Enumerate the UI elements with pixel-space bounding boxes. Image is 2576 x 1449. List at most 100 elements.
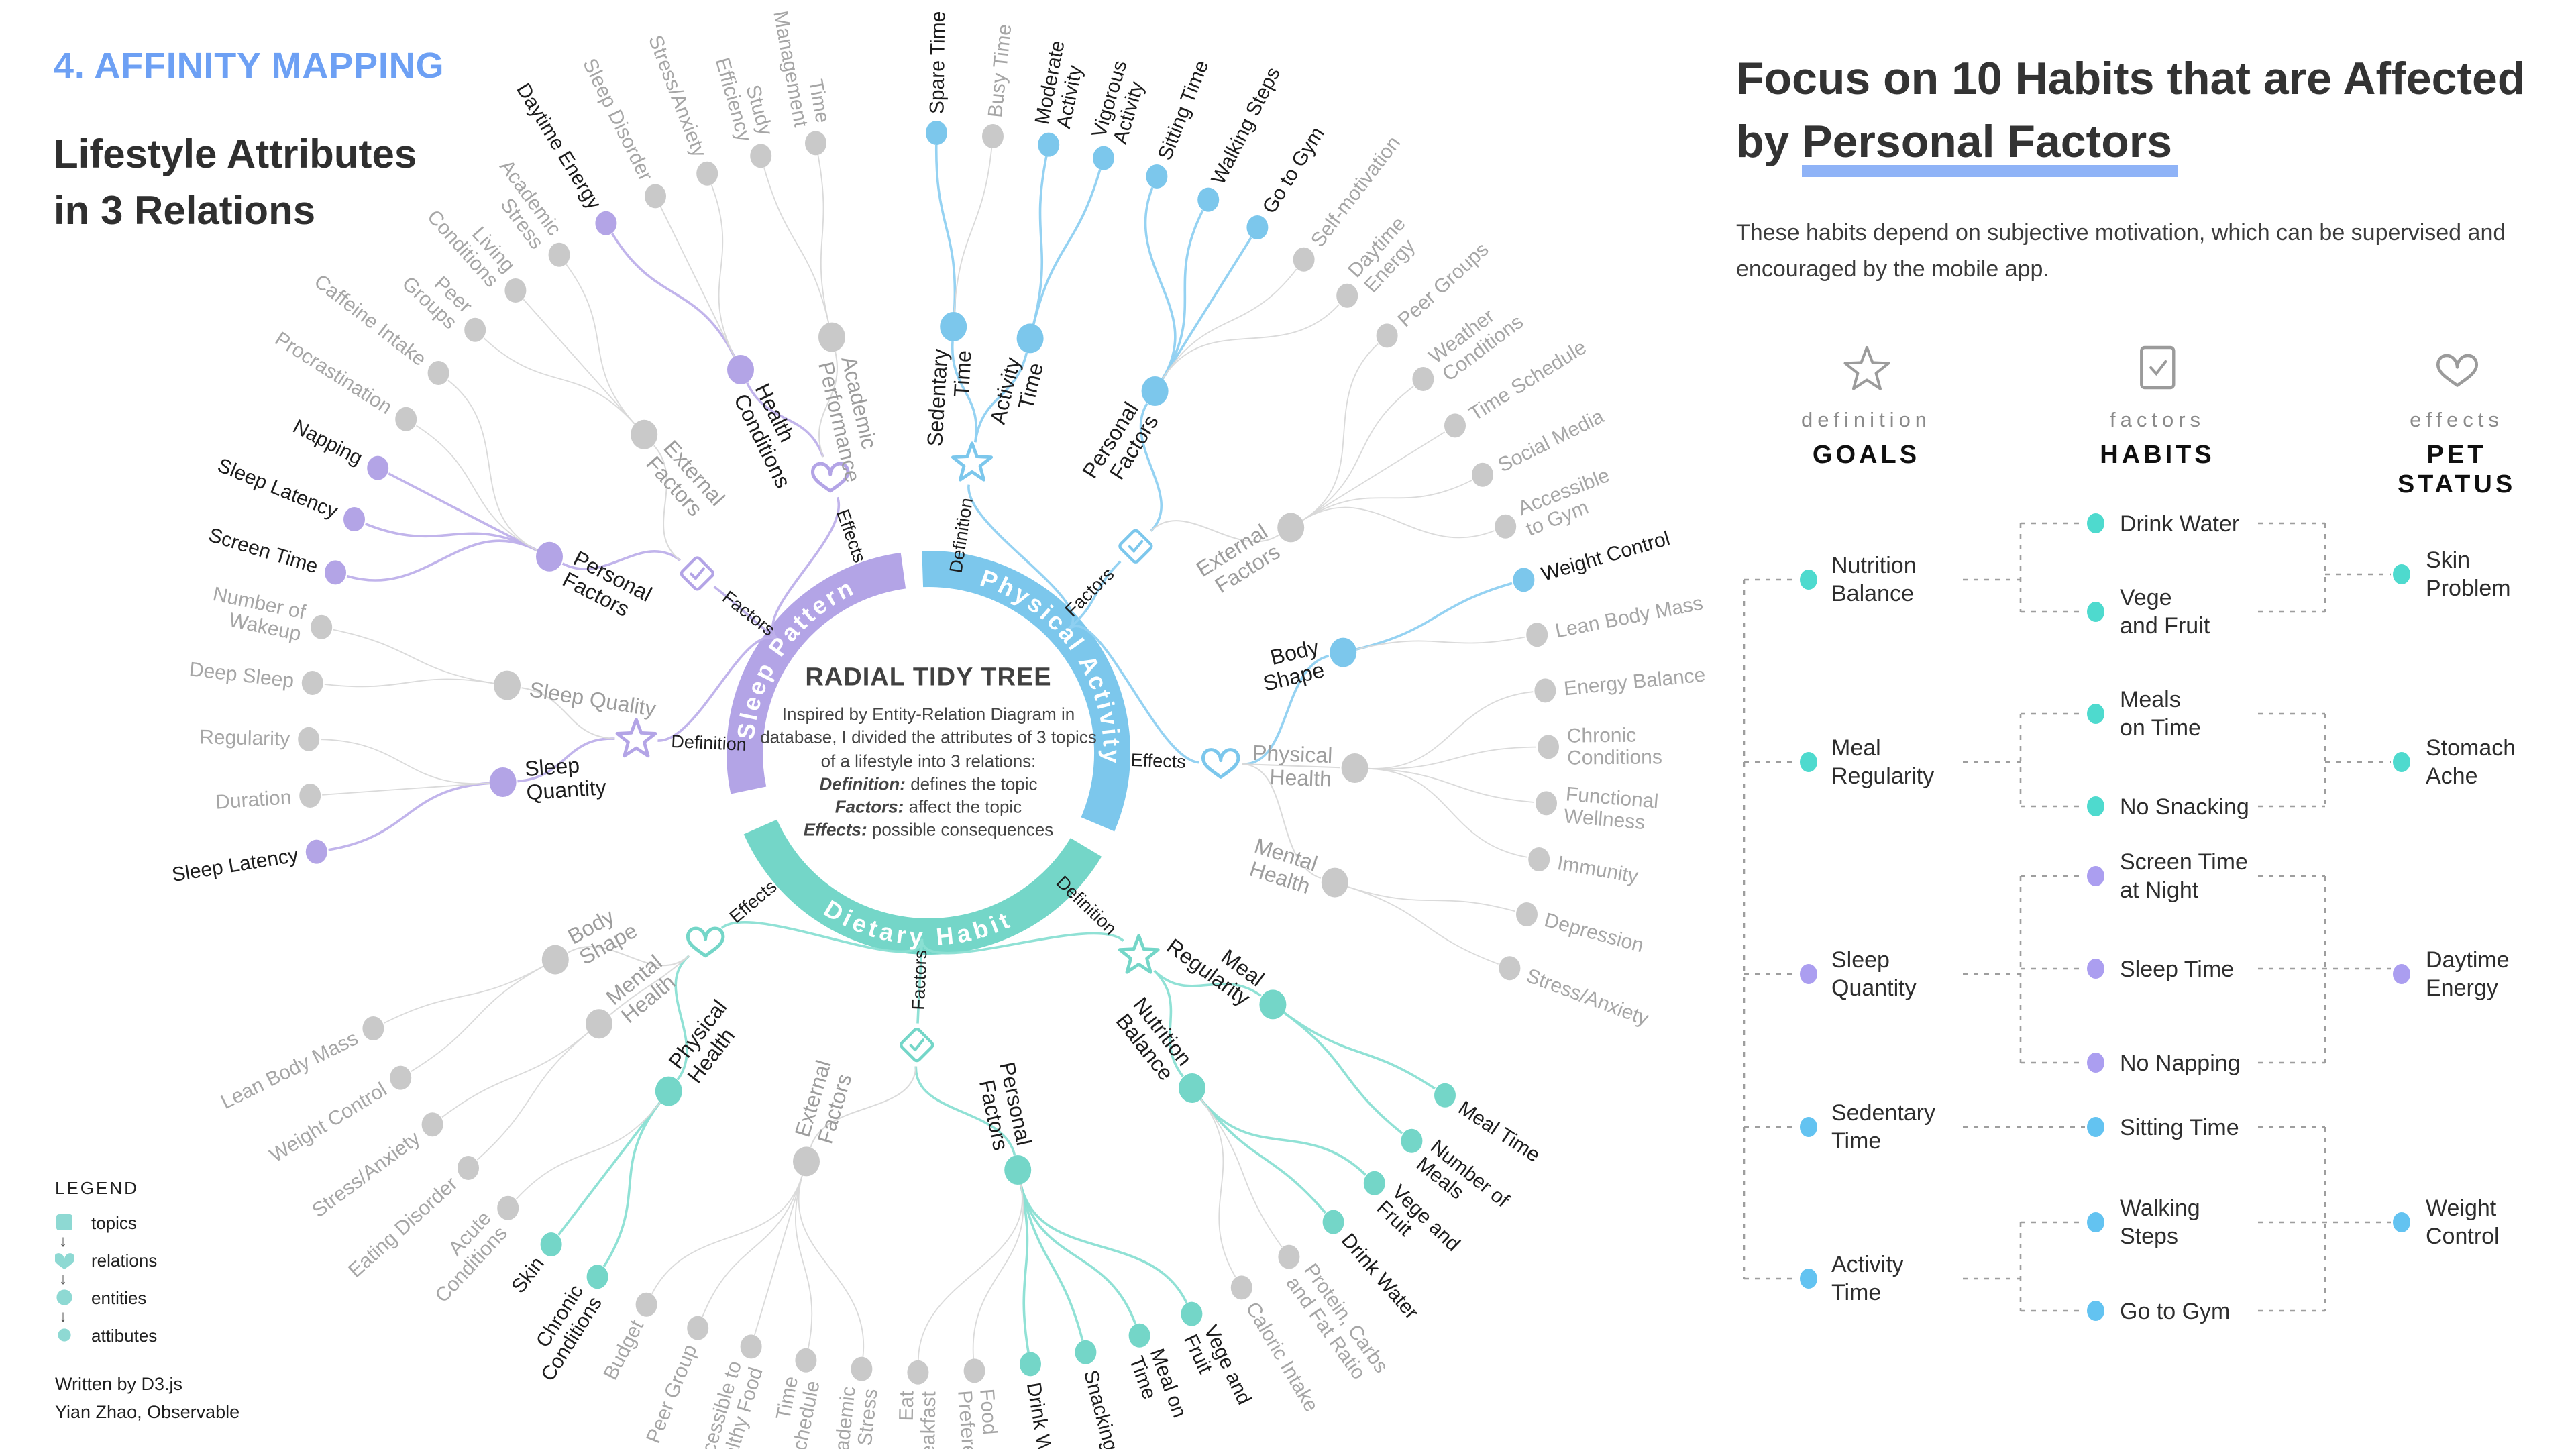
- legend-item-topics: topics: [55, 1212, 157, 1234]
- habit-label: Meals on Time: [2120, 687, 2201, 741]
- attribute-node: [298, 727, 320, 751]
- attribute-node: [1534, 678, 1556, 703]
- factors-check-icon: [900, 1028, 934, 1063]
- attribute-node: [1197, 187, 1220, 212]
- column-header-effects: effects PET STATUS: [2397, 338, 2516, 500]
- entity-node: [1321, 867, 1348, 898]
- factors-check-icon: [680, 556, 714, 591]
- attribute-node: [325, 560, 346, 585]
- attribute-label: Busy Time: [984, 23, 1016, 119]
- attribute-label: Accessible toHealthy Food: [690, 1358, 767, 1449]
- attribute-label: Number ofWakeup: [207, 583, 308, 645]
- attribute-label: Sleep Latency: [215, 454, 341, 523]
- legend-heart-icon: [55, 1253, 74, 1270]
- section-kicker: 4. AFFINITY MAPPING: [54, 46, 445, 86]
- relation-label: Definition: [671, 731, 747, 755]
- attribute-node: [1526, 623, 1548, 647]
- panel-subtitle-line-2: encouraged by the mobile app.: [1736, 256, 2049, 282]
- attribute-node: [305, 839, 327, 864]
- habit-dot: [2087, 602, 2104, 622]
- legend: LEGEND topics ↓ relations ↓ entities ↓ attibut…: [55, 1178, 157, 1347]
- habit-label: No Napping: [2120, 1050, 2241, 1075]
- attribute-node: [362, 1016, 384, 1040]
- attribute-node: [1038, 132, 1060, 157]
- entity-label: MentalHealth: [602, 950, 682, 1028]
- attribute-label: Immunity: [1556, 851, 1640, 887]
- relation-label: Definition: [1053, 872, 1121, 939]
- attribute-node: [1401, 1128, 1423, 1153]
- column-header-factors: factors HABITS: [2100, 338, 2214, 471]
- attribute-node: [1363, 1171, 1385, 1195]
- goal-dot: [1800, 964, 1817, 984]
- attribute-node: [687, 1316, 709, 1340]
- attribute-label: Lean Body Mass: [1553, 592, 1705, 642]
- goal-dot: [1800, 1117, 1817, 1137]
- attribute-node: [464, 317, 486, 342]
- entity-node: [1179, 1073, 1205, 1103]
- attribute-node: [696, 161, 718, 186]
- attribute-node: [343, 507, 365, 531]
- attribute-label: ChronicConditions: [518, 1281, 606, 1385]
- attribute-node: [805, 131, 826, 156]
- entity-node: [1277, 513, 1305, 543]
- column-title: GOALS: [1812, 441, 1921, 470]
- entity-node: [494, 670, 521, 700]
- factors-checkbox-icon: [2139, 345, 2176, 390]
- attribute-label: EatBreakfast: [894, 1391, 940, 1449]
- attribute-label: FoodPreference: [954, 1388, 1006, 1449]
- panel-title: Focus on 10 Habits that are Affected by …: [1736, 48, 2525, 174]
- entity-node: [586, 1009, 612, 1039]
- attribute-node: [1230, 1275, 1252, 1300]
- attribute-node: [299, 784, 321, 808]
- attribute-node: [926, 121, 947, 145]
- attribute-label: Meal Time: [1454, 1097, 1544, 1167]
- goal-dot: [1800, 570, 1817, 590]
- attribute-node: [1093, 146, 1114, 170]
- square-icon: [56, 1214, 72, 1230]
- entity-label: ExternalFactors: [1192, 519, 1284, 601]
- relation-label: Effects: [1130, 750, 1186, 772]
- attribute-node: [1293, 247, 1315, 272]
- entity-node: [1341, 753, 1368, 783]
- attribute-label: Sitting Time: [1153, 57, 1212, 163]
- legend-items: topics ↓ relations ↓ entities ↓ attibutes: [55, 1212, 157, 1347]
- attribute-label: StudyEfficiency: [711, 49, 777, 144]
- attribute-node: [390, 1065, 412, 1090]
- attribute-label: Walking Steps: [1207, 64, 1285, 188]
- attribute-label: FunctionalWellness: [1563, 783, 1659, 835]
- topic-arc: [743, 819, 1102, 955]
- entity-label: Sleep Quality: [528, 677, 658, 721]
- attribute-node: [301, 671, 323, 695]
- entity-label: PersonalFactors: [559, 546, 656, 627]
- panel-title-line-2: by Personal Factors: [1736, 117, 2173, 168]
- attribute-label: Napping: [289, 415, 366, 470]
- attribute-label: Meal onTime: [1125, 1346, 1191, 1428]
- topic-arc: [922, 551, 1131, 832]
- goal-label: Nutrition Balance: [1831, 553, 1917, 606]
- effect-dot: [2393, 1212, 2410, 1232]
- attribute-node: [1075, 1340, 1097, 1364]
- entity-node: [536, 541, 563, 572]
- attribute-node: [1336, 283, 1358, 308]
- attribute-node: [497, 1195, 519, 1220]
- page-title-line-2: in 3 Relations: [54, 189, 316, 233]
- attribute-label: TimeSchedule: [764, 1375, 824, 1449]
- legend-arrow-icon: ↓: [59, 1232, 67, 1250]
- entity-label: MealRegularity: [1163, 915, 1269, 1010]
- attribute-label: Budget: [599, 1316, 648, 1383]
- attribute-label: Drink Water: [1022, 1381, 1061, 1449]
- entity-label: NutritionBalance: [1110, 993, 1197, 1085]
- effect-label: Daytime Energy: [2426, 947, 2510, 1001]
- entity-label: SedentaryTime: [922, 348, 976, 449]
- habit-dot: [2087, 866, 2104, 886]
- attribute-node: [427, 361, 449, 385]
- habit-dot: [2087, 704, 2104, 724]
- panel-title-line-1: Focus on 10 Habits that are Affected: [1736, 54, 2526, 105]
- page-title-line-1: Lifestyle Attributes: [54, 133, 417, 177]
- entity-label: BodyShape: [1255, 635, 1327, 696]
- relation-label: Effects: [833, 506, 870, 565]
- attribute-label: Duration: [215, 786, 292, 813]
- attribute-label: Go to Gym: [1258, 123, 1328, 217]
- attribute-label: Sleep Disorder: [579, 55, 657, 184]
